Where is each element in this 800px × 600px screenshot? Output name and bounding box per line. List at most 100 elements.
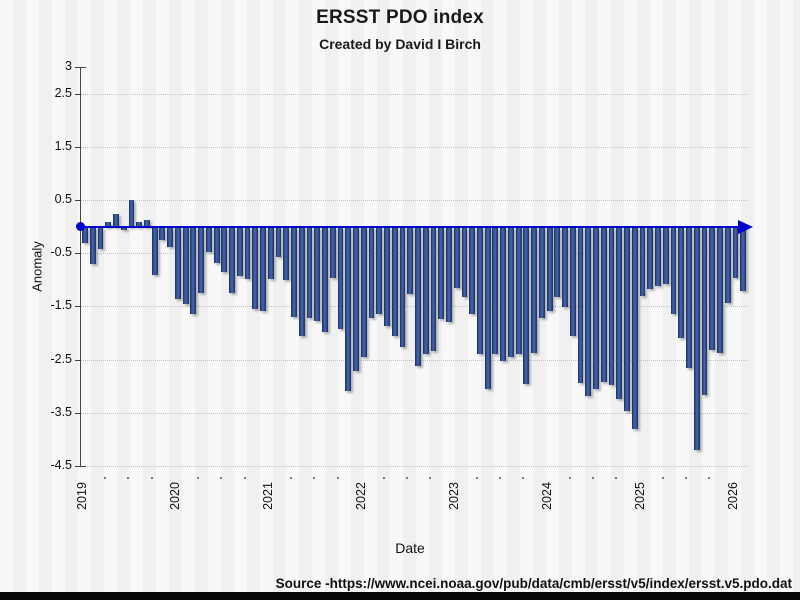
bar-2020-09 <box>236 226 243 277</box>
bar-2021-07 <box>314 226 321 321</box>
bar-2025-04 <box>662 226 669 285</box>
x-year-label: 2024 <box>539 482 554 510</box>
bar-2024-11 <box>624 226 630 412</box>
bar-2020-05 <box>205 226 212 252</box>
bar-2025-06 <box>678 226 685 339</box>
bar-2022-02 <box>368 226 375 318</box>
bar-2021-01 <box>267 226 274 279</box>
y-axis-label: Anomaly <box>29 241 45 292</box>
x-minor-tick-dot <box>104 477 107 479</box>
bar-2025-07 <box>686 226 692 368</box>
bar-2025-01 <box>639 226 646 296</box>
bar-2025-12 <box>724 226 731 304</box>
bar-2024-12 <box>631 226 638 430</box>
bar-2024-01 <box>546 226 553 312</box>
x-minor-tick-dot <box>243 477 246 479</box>
bar-2019-02 <box>89 226 96 264</box>
bar-2024-02 <box>554 226 561 298</box>
bar-2020-03 <box>190 226 197 315</box>
bar-2019-04 <box>105 221 112 227</box>
y-tick <box>75 466 80 467</box>
y-tick-label: -1.5 <box>50 298 72 312</box>
bar-2025-03 <box>655 226 661 287</box>
bar-2025-08 <box>693 226 700 450</box>
y-tick <box>75 200 80 201</box>
chart-title: ERSST PDO index <box>316 7 484 28</box>
bar-2022-11 <box>438 226 445 320</box>
bar-2021-03 <box>283 226 290 281</box>
gridline <box>80 466 748 467</box>
axis-corner-top <box>80 67 86 68</box>
gridline <box>80 200 748 201</box>
bar-2023-01 <box>453 226 460 288</box>
x-minor-tick-dot <box>220 477 223 479</box>
zero-line-arrow-icon <box>738 219 753 234</box>
bar-2025-11 <box>717 226 723 353</box>
bar-2019-01 <box>82 226 88 244</box>
bar-2020-10 <box>244 226 251 279</box>
bar-2019-06 <box>120 226 127 230</box>
source-text: Source -https://www.ncei.noaa.gov/pub/da… <box>275 576 792 591</box>
gridline <box>80 360 748 361</box>
x-minor-tick-dot <box>708 477 711 479</box>
bar-2019-07 <box>128 199 135 227</box>
bar-2020-07 <box>221 226 228 272</box>
bar-2023-12 <box>538 226 545 318</box>
bottom-black-strip <box>0 592 800 600</box>
y-tick <box>75 67 80 68</box>
bar-2020-04 <box>198 226 205 294</box>
bar-2024-05 <box>577 226 584 384</box>
bar-2024-06 <box>585 226 592 396</box>
bar-2019-11 <box>159 226 166 241</box>
gridline <box>80 253 748 254</box>
bar-2021-11 <box>345 226 352 392</box>
bar-2022-08 <box>415 226 421 366</box>
bar-2024-10 <box>616 226 623 399</box>
bar-2021-04 <box>291 226 297 317</box>
x-minor-tick-dot <box>499 477 502 479</box>
y-tick-label: -2.5 <box>50 352 72 366</box>
bar-2021-09 <box>329 226 336 278</box>
bar-2025-02 <box>647 226 654 290</box>
bar-2022-05 <box>391 226 398 337</box>
bar-2025-09 <box>701 226 708 395</box>
bar-2023-07 <box>500 226 507 362</box>
x-minor-tick-dot <box>127 477 130 479</box>
bar-2023-06 <box>492 226 499 355</box>
zero-line-start-dot <box>76 222 85 232</box>
bar-2020-06 <box>213 226 220 264</box>
gridline <box>80 147 748 148</box>
bar-2019-05 <box>113 213 119 227</box>
bar-2022-07 <box>407 226 414 295</box>
x-year-label: 2025 <box>632 482 647 510</box>
bar-2020-01 <box>174 226 181 300</box>
bar-2024-04 <box>569 226 576 337</box>
bar-2021-12 <box>353 226 359 372</box>
bar-2026-02 <box>740 226 747 292</box>
x-minor-tick-dot <box>568 477 571 479</box>
y-tick <box>75 413 80 414</box>
x-minor-tick-dot <box>592 477 595 479</box>
x-year-label: 2023 <box>446 482 461 510</box>
bar-2019-12 <box>167 226 174 248</box>
bar-2023-09 <box>515 226 522 355</box>
x-minor-tick-dot <box>615 477 618 479</box>
chart-subtitle: Created by David I Birch <box>319 36 481 52</box>
x-minor-tick-dot <box>313 477 316 479</box>
y-tick-label: 0.5 <box>54 192 72 206</box>
bar-2022-09 <box>422 226 429 355</box>
bar-2025-10 <box>709 226 716 350</box>
bar-2022-03 <box>376 226 383 315</box>
y-tick <box>75 147 80 148</box>
y-tick <box>75 94 80 95</box>
y-tick-label: 1.5 <box>54 139 72 153</box>
x-minor-tick-dot <box>475 477 478 479</box>
bar-2023-02 <box>461 226 468 298</box>
x-minor-tick-dot <box>522 477 525 479</box>
bar-2022-06 <box>399 226 406 348</box>
gridline <box>80 306 748 307</box>
bar-2021-10 <box>337 226 344 330</box>
x-minor-tick-dot <box>685 477 688 479</box>
bar-2025-05 <box>670 226 677 315</box>
